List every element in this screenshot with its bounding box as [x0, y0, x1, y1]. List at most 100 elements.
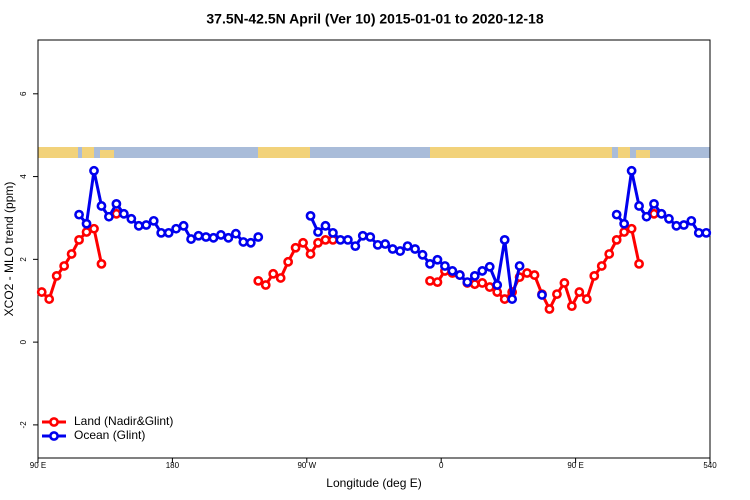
point	[559, 278, 570, 288]
y-tick-label: 0	[19, 339, 28, 344]
point	[74, 234, 84, 245]
point	[499, 234, 510, 245]
point	[484, 282, 495, 292]
point	[313, 237, 323, 248]
point	[156, 227, 167, 238]
point	[432, 277, 443, 288]
point	[589, 271, 600, 281]
point	[350, 241, 361, 252]
x-tick-label: 90 E	[30, 461, 46, 470]
point	[529, 270, 540, 280]
point	[664, 213, 674, 224]
point	[133, 220, 144, 231]
y-tick-label: 6	[19, 91, 28, 96]
point	[544, 304, 555, 314]
point	[395, 246, 406, 256]
point	[477, 278, 488, 288]
point	[634, 258, 644, 269]
point	[454, 270, 465, 280]
point	[566, 301, 577, 312]
y-tick-label: 4	[19, 174, 28, 179]
point	[260, 280, 271, 290]
point	[649, 208, 659, 219]
point	[372, 239, 383, 250]
point	[328, 227, 338, 238]
legend-marker	[49, 431, 59, 441]
point	[611, 234, 622, 245]
point	[51, 271, 62, 281]
point	[81, 227, 92, 237]
point	[499, 294, 510, 304]
point	[469, 271, 480, 281]
point	[425, 275, 435, 286]
x-tick-label: 90 W	[297, 461, 316, 470]
point	[440, 261, 450, 271]
point	[275, 273, 286, 283]
point	[425, 258, 435, 269]
y-axis-label: XCO2 - MLO trend (ppm)	[2, 182, 16, 317]
x-axis-label: Longitude (deg E)	[326, 476, 421, 490]
point	[611, 209, 622, 220]
point	[365, 232, 376, 242]
y-tick-label: -2	[19, 421, 28, 429]
plot-frame	[37, 39, 711, 459]
point	[604, 249, 615, 259]
point	[89, 223, 99, 234]
x-tick-label: 0	[439, 461, 444, 470]
point	[342, 234, 353, 245]
point	[178, 220, 189, 231]
point	[313, 227, 323, 237]
point	[447, 266, 458, 276]
x-tick-label: 90 E	[567, 461, 583, 470]
chart-title: 37.5N-42.5N April (Ver 10) 2015-01-01 to…	[206, 11, 543, 27]
point	[387, 244, 398, 254]
point	[193, 230, 204, 241]
point	[693, 227, 704, 238]
point	[141, 220, 152, 230]
point	[626, 165, 637, 176]
point	[492, 280, 503, 290]
point	[223, 232, 234, 243]
point	[432, 254, 443, 265]
point	[462, 277, 473, 288]
point	[163, 227, 174, 238]
point	[320, 220, 331, 231]
point	[216, 230, 226, 240]
point	[596, 261, 607, 271]
point	[686, 215, 697, 226]
point	[238, 237, 249, 247]
legend-label: Land (Nadir&Glint)	[74, 414, 173, 428]
point	[186, 234, 196, 244]
legend: Land (Nadir&Glint)Ocean (Glint)	[42, 414, 173, 442]
y-tick-label: 2	[19, 257, 28, 262]
point	[283, 256, 294, 267]
point	[171, 223, 182, 234]
point	[59, 261, 70, 271]
map-strip	[38, 147, 710, 158]
point	[245, 237, 256, 248]
point	[619, 227, 630, 237]
point	[581, 294, 592, 304]
point	[268, 268, 279, 279]
point	[298, 237, 308, 248]
point	[484, 261, 495, 272]
point	[201, 232, 211, 242]
point	[66, 249, 77, 259]
point	[305, 210, 316, 221]
point	[417, 249, 428, 260]
point	[320, 234, 331, 245]
point	[402, 241, 413, 252]
legend-marker	[49, 417, 59, 427]
point	[81, 218, 92, 229]
point	[104, 211, 114, 222]
point	[118, 208, 129, 219]
point	[357, 230, 368, 241]
series-line	[77, 170, 707, 300]
point	[701, 227, 712, 238]
point	[253, 275, 264, 286]
point	[111, 208, 122, 219]
point	[671, 220, 682, 231]
point	[522, 268, 532, 278]
point	[36, 287, 47, 297]
